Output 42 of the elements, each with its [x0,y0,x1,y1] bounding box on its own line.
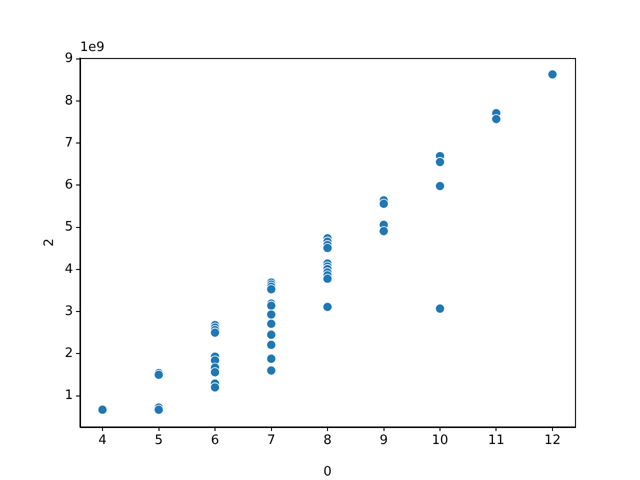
point [266,310,276,320]
point [266,284,276,294]
x-tick-label: 9 [380,433,388,448]
point [491,114,502,124]
x-tick-label: 8 [323,433,332,448]
point [435,181,445,192]
y-tick-label: 3 [64,304,73,319]
x-tick-label: 4 [98,433,107,448]
y-tick-label: 1 [64,388,73,404]
point [210,328,220,338]
text: 1e9 [80,40,105,55]
point [266,318,276,329]
y-tick-label: 7 [64,135,73,150]
point [322,242,332,253]
point [266,340,276,350]
x-tick-label: 7 [267,433,276,448]
point [378,226,389,236]
point [210,367,220,378]
y-tick-label: 4 [64,262,73,277]
y-axis-title: 2 [42,238,58,247]
point [266,354,276,364]
y-tick-label: 5 [64,220,73,235]
x-tick-label: 11 [488,433,505,448]
x-tick-label: 6 [210,433,220,448]
x-tick-label: 12 [544,433,561,448]
point [266,366,276,376]
point [548,69,558,80]
point [266,330,276,340]
point [322,302,332,312]
y-tick-label: 2 [64,346,73,362]
point [98,404,108,415]
point [322,274,332,284]
y-tick-label: 9 [64,51,73,66]
point [435,157,445,168]
x-tick-label: 10 [432,433,448,448]
point [435,304,445,314]
x-tick-label: 5 [154,433,163,448]
x-axis-title: 0 [323,464,332,480]
y-tick-label: 8 [64,93,73,108]
point [378,198,389,209]
y-tick-label: 6 [64,178,73,193]
point [210,382,220,392]
